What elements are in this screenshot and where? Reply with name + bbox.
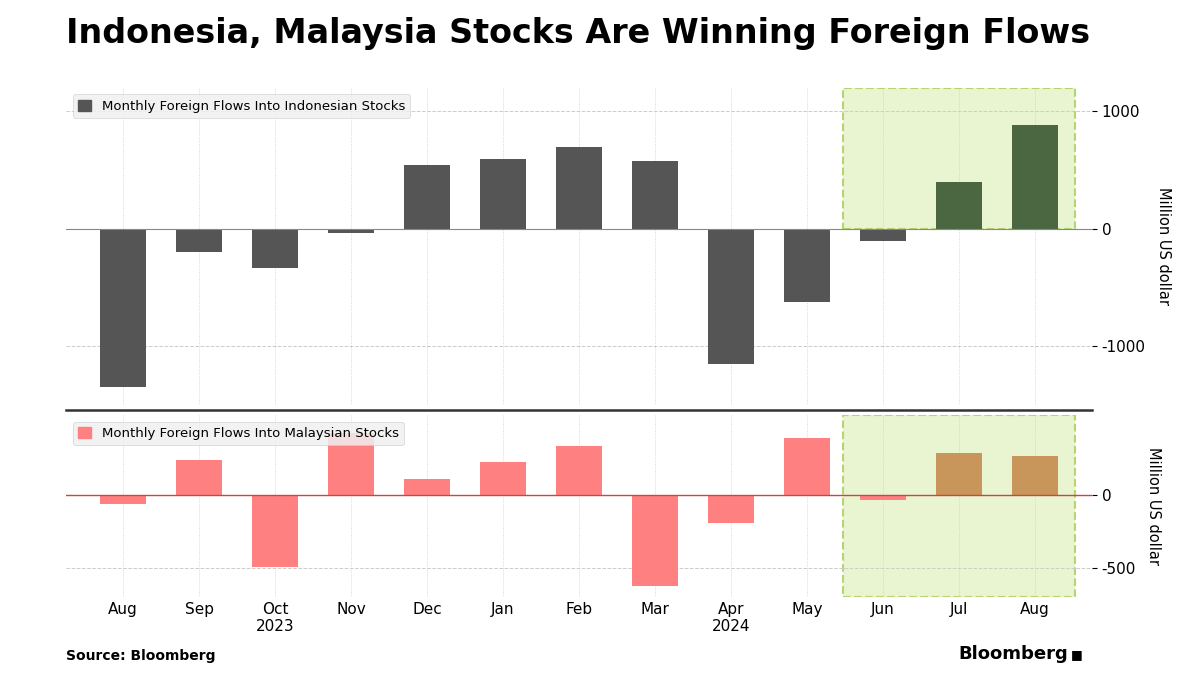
Text: Indonesia, Malaysia Stocks Are Winning Foreign Flows: Indonesia, Malaysia Stocks Are Winning F… (66, 17, 1090, 50)
Bar (632, 495, 678, 586)
Legend: Monthly Foreign Flows Into Indonesian Stocks: Monthly Foreign Flows Into Indonesian St… (72, 95, 410, 118)
Bar (844, 415, 1074, 597)
Bar (101, 495, 146, 504)
Text: ■: ■ (1070, 649, 1082, 662)
Bar (557, 446, 602, 495)
Bar (252, 495, 298, 567)
Text: Source: Bloomberg: Source: Bloomberg (66, 649, 216, 663)
Bar (936, 453, 982, 495)
Bar (252, 229, 298, 267)
Bar (404, 479, 450, 495)
Bar (329, 433, 374, 495)
Y-axis label: Million US dollar: Million US dollar (1146, 448, 1162, 565)
Bar (844, 88, 1074, 229)
Bar (557, 146, 602, 229)
Bar (329, 229, 374, 234)
Bar (176, 460, 222, 495)
Bar (708, 229, 754, 364)
Bar (936, 182, 982, 229)
Bar (860, 495, 906, 500)
Bar (860, 229, 906, 240)
Bar (632, 161, 678, 229)
Bar (480, 462, 526, 495)
Bar (1013, 456, 1058, 495)
Bar (1013, 126, 1058, 229)
Bar (480, 159, 526, 229)
Y-axis label: Million US dollar: Million US dollar (1156, 188, 1171, 305)
Bar (708, 495, 754, 523)
Bar (785, 439, 830, 495)
Bar (101, 229, 146, 387)
Bar (176, 229, 222, 252)
Text: Bloomberg: Bloomberg (959, 645, 1068, 663)
Bar (404, 165, 450, 229)
Legend: Monthly Foreign Flows Into Malaysian Stocks: Monthly Foreign Flows Into Malaysian Sto… (72, 422, 404, 446)
Bar (785, 229, 830, 302)
